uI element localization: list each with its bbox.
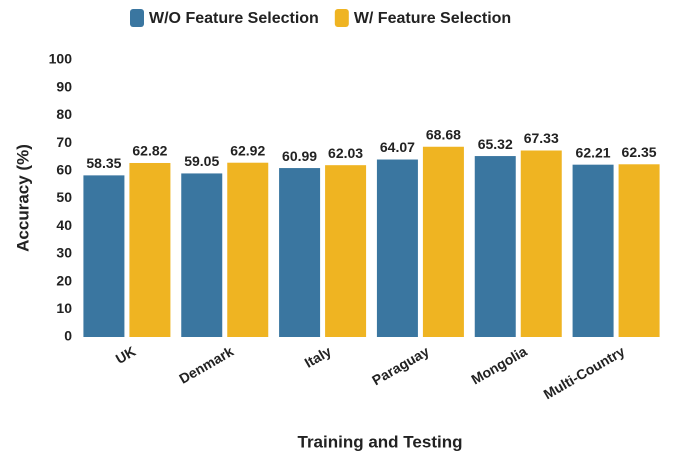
- y-tick-label: 100: [49, 51, 73, 67]
- value-label: 58.35: [86, 155, 121, 171]
- bar: [227, 162, 269, 337]
- bar: [279, 168, 321, 337]
- y-tick-label: 40: [56, 217, 72, 233]
- legend-swatch: [334, 9, 349, 27]
- bar: [376, 159, 418, 337]
- bar: [572, 164, 614, 337]
- value-label: 62.92: [230, 142, 265, 158]
- value-label: 64.07: [380, 139, 415, 155]
- value-label: 59.05: [184, 153, 219, 169]
- legend-swatch: [130, 9, 144, 27]
- y-tick-label: 80: [56, 106, 72, 122]
- value-label: 62.35: [622, 144, 657, 160]
- value-label: 65.32: [478, 136, 513, 152]
- value-label: 68.68: [426, 126, 461, 142]
- y-tick-label: 10: [56, 300, 72, 316]
- y-tick-label: 20: [56, 272, 72, 288]
- y-tick-label: 70: [56, 134, 72, 150]
- x-axis-title: Training and Testing: [298, 432, 463, 451]
- bar: [325, 165, 367, 337]
- x-tick-label: Mongolia: [468, 343, 529, 388]
- x-tick-label: Denmark: [176, 343, 236, 387]
- value-label: 67.33: [524, 130, 559, 146]
- bar: [181, 173, 223, 337]
- x-tick-label: Multi-Country: [541, 343, 628, 402]
- y-tick-label: 90: [56, 78, 72, 94]
- value-label: 62.03: [328, 145, 363, 161]
- bar: [129, 162, 171, 337]
- y-tick-label: 30: [56, 245, 72, 261]
- y-tick-label: 0: [64, 328, 72, 344]
- bar: [83, 175, 125, 337]
- bar: [422, 146, 464, 337]
- bar: [618, 164, 660, 337]
- legend-label: W/ Feature Selection: [354, 10, 511, 27]
- value-label: 60.99: [282, 148, 317, 164]
- x-tick-label: Italy: [302, 343, 334, 371]
- y-tick-label: 50: [56, 189, 72, 205]
- x-tick-label: UK: [113, 343, 139, 367]
- y-tick-label: 60: [56, 162, 72, 178]
- y-axis-title: Accuracy (%): [13, 144, 32, 252]
- bar: [474, 156, 516, 337]
- value-label: 62.82: [132, 143, 167, 159]
- x-tick-label: Paraguay: [369, 343, 432, 388]
- legend-label: W/O Feature Selection: [149, 10, 319, 27]
- bar: [520, 150, 562, 337]
- value-label: 62.21: [576, 144, 611, 160]
